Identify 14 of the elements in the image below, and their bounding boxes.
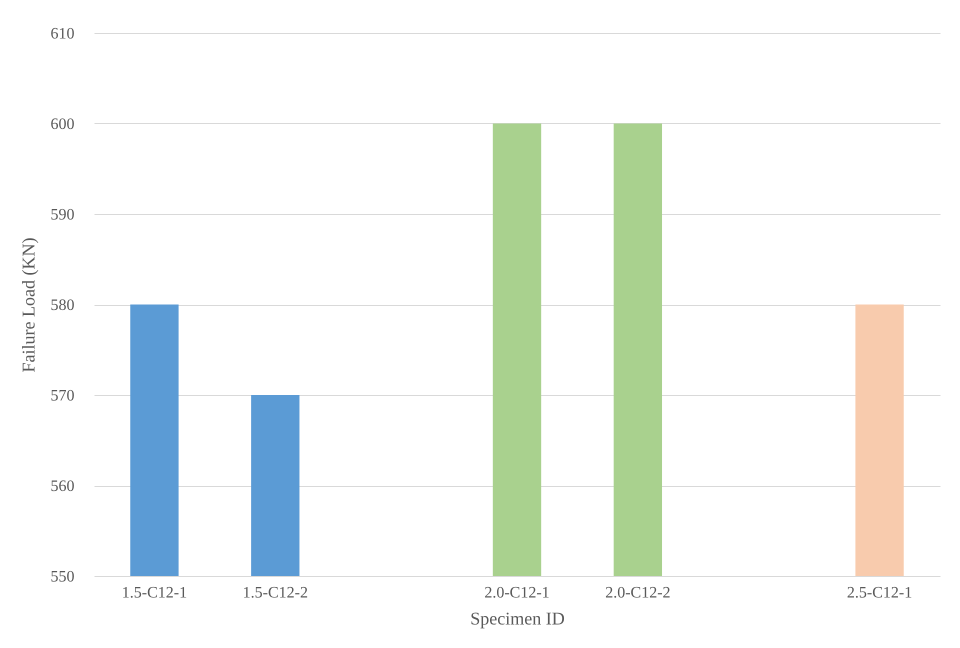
x-tick-label: 2.5-C12-1 bbox=[846, 584, 912, 602]
y-axis-title: Failure Load (KN) bbox=[18, 238, 38, 372]
x-tick-label: 2.0-C12-2 bbox=[605, 584, 671, 602]
x-tick-label: 1.5-C12-1 bbox=[122, 584, 188, 602]
x-axis-title: Specimen ID bbox=[470, 608, 565, 628]
y-tick-label: 610 bbox=[50, 26, 74, 42]
y-tick-label: 600 bbox=[50, 116, 74, 133]
x-tick-label: 2.0-C12-1 bbox=[484, 584, 550, 602]
y-tick-label: 550 bbox=[50, 568, 74, 586]
x-tick-label: 1.5-C12-2 bbox=[242, 584, 308, 602]
y-tick-label: 560 bbox=[50, 478, 74, 495]
y-tick-label: 570 bbox=[50, 388, 74, 404]
y-tick-label: 590 bbox=[50, 206, 74, 224]
y-tick-label: 580 bbox=[50, 297, 74, 314]
